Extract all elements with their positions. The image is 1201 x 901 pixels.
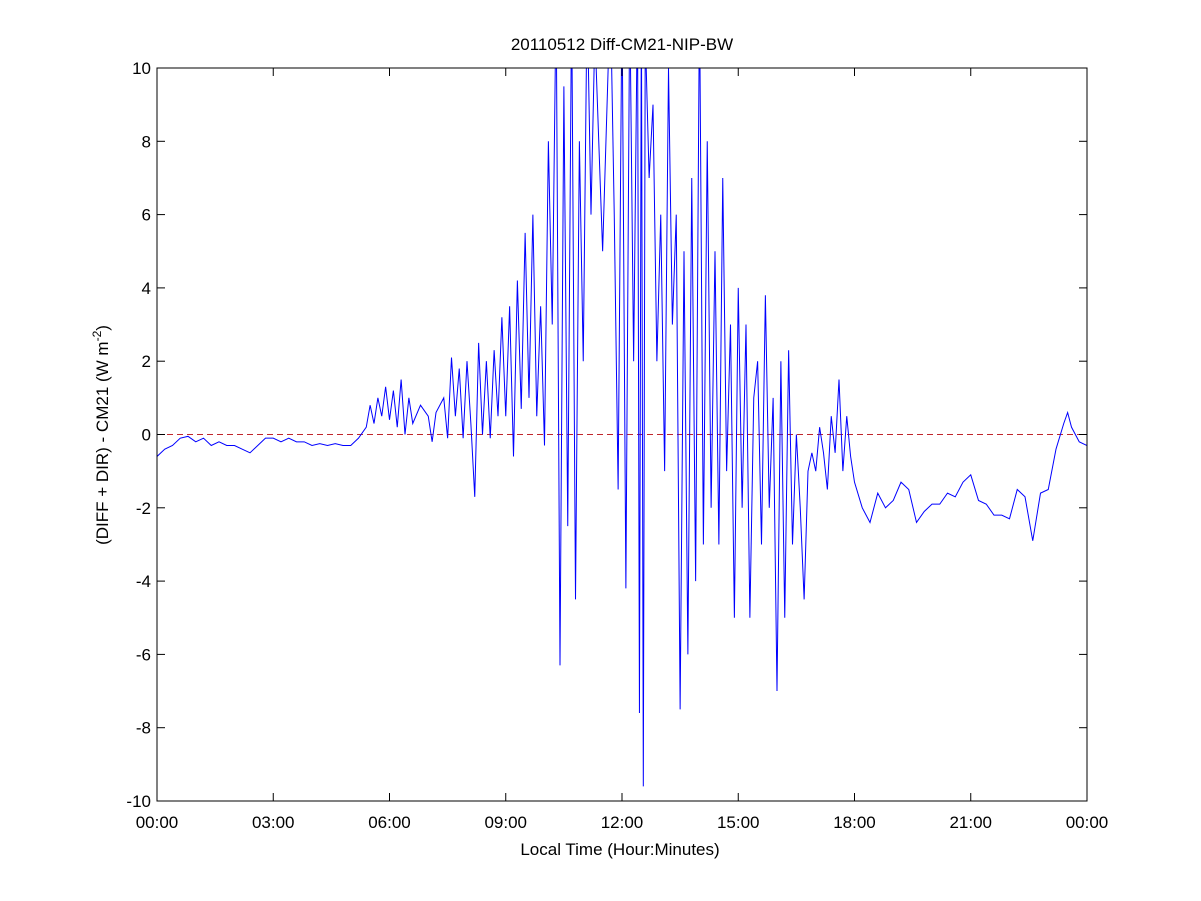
y-tick-label: 8 <box>142 132 151 151</box>
x-tick-label: 00:00 <box>1066 813 1109 832</box>
y-tick-label: 4 <box>142 279 151 298</box>
x-tick-label: 18:00 <box>833 813 876 832</box>
x-tick-label: 03:00 <box>252 813 295 832</box>
x-axis-label: Local Time (Hour:Minutes) <box>520 840 719 859</box>
y-tick-label: -8 <box>136 719 151 738</box>
data-line <box>157 68 1087 787</box>
y-tick-label: -10 <box>126 792 151 811</box>
x-tick-label: 21:00 <box>949 813 992 832</box>
y-tick-label: -4 <box>136 572 151 591</box>
y-tick-label: 0 <box>142 426 151 445</box>
y-axis-label-sup: -2 <box>90 330 104 341</box>
x-tick-label: 00:00 <box>136 813 179 832</box>
y-tick-label: 6 <box>142 206 151 225</box>
y-axis-label: (DIFF + DIR) - CM21 (W m-2) <box>90 325 112 545</box>
y-tick-label: 2 <box>142 352 151 371</box>
x-tick-label: 06:00 <box>368 813 411 832</box>
y-tick-label: -2 <box>136 499 151 518</box>
y-axis-label-main: (DIFF + DIR) - CM21 (W m <box>93 341 112 545</box>
x-tick-label: 09:00 <box>484 813 527 832</box>
y-tick-label: 10 <box>132 59 151 78</box>
x-tick-label: 12:00 <box>601 813 644 832</box>
y-axis-label-end: ) <box>93 325 112 331</box>
x-tick-label: 15:00 <box>717 813 760 832</box>
y-tick-label: -6 <box>136 645 151 664</box>
chart-title: 20110512 Diff-CM21-NIP-BW <box>511 35 733 54</box>
